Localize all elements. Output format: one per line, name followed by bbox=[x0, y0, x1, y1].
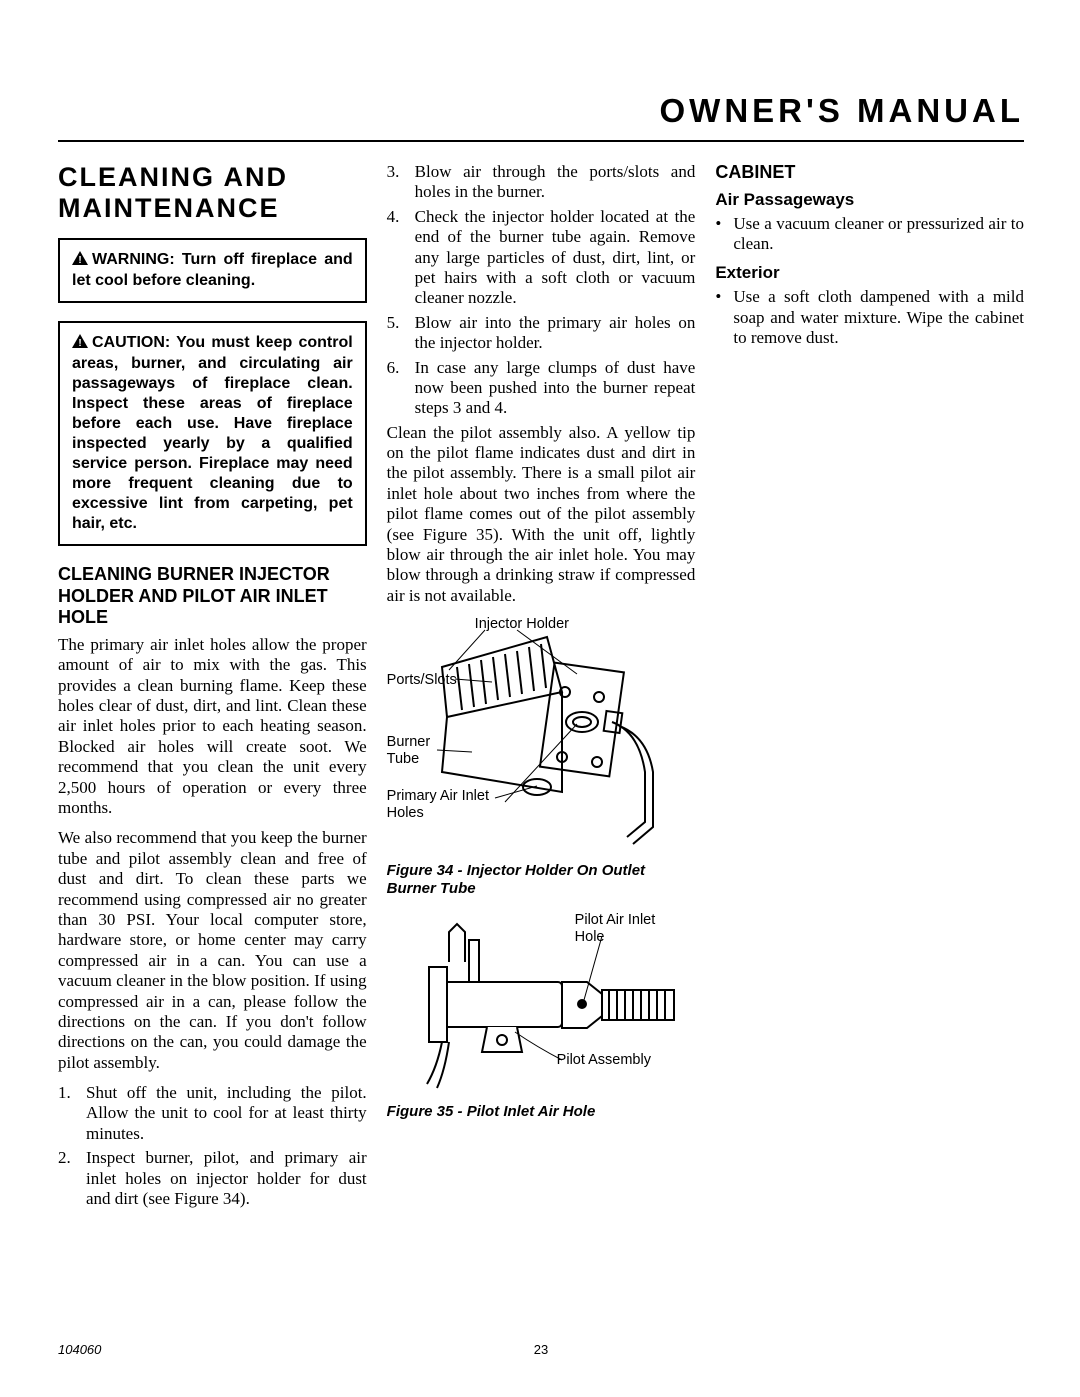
body-paragraph: Clean the pilot assembly also. A yellow … bbox=[387, 423, 696, 607]
warning-text: WARNING: Turn off fireplace and let cool… bbox=[72, 251, 353, 289]
step-text: Blow air through the ports/slots and hol… bbox=[415, 162, 696, 203]
figure-35: Pilot Air Inlet Hole Pilot Assembly bbox=[387, 912, 696, 1097]
air-passageways-list: Use a vacuum cleaner or pressurized air … bbox=[715, 214, 1024, 255]
header-rule bbox=[58, 140, 1024, 142]
list-item: Use a vacuum cleaner or pressurized air … bbox=[715, 214, 1024, 255]
column-2: Blow air through the ports/slots and hol… bbox=[387, 162, 696, 1327]
fig34-caption: Figure 34 - Injector Holder On Outlet Bu… bbox=[387, 862, 696, 898]
subheading-cleaning-burner: CLEANING BURNER INJECTOR HOLDER AND PILO… bbox=[58, 564, 367, 629]
figure-34: Injector Holder Ports/Slots Burner Tube … bbox=[387, 616, 696, 856]
page-footer: 104060 23 104060 bbox=[58, 1342, 1024, 1357]
body-paragraph: We also recommend that you keep the burn… bbox=[58, 828, 367, 1073]
caution-icon: ! bbox=[72, 334, 88, 354]
body-paragraph: The primary air inlet holes allow the pr… bbox=[58, 635, 367, 819]
step-item: Shut off the unit, including the pilot. … bbox=[58, 1083, 367, 1144]
column-3: CABINET Air Passageways Use a vacuum cle… bbox=[715, 162, 1024, 1327]
fig35-diagram bbox=[387, 912, 697, 1092]
steps-list-part2: Blow air through the ports/slots and hol… bbox=[387, 162, 696, 419]
footer-page-number: 23 bbox=[534, 1342, 548, 1357]
fig34-diagram bbox=[387, 622, 697, 852]
page-header-title: OWNER'S MANUAL bbox=[660, 92, 1025, 130]
step-item: Blow air through the ports/slots and hol… bbox=[387, 162, 696, 203]
warning-box: ! WARNING: Turn off fireplace and let co… bbox=[58, 238, 367, 303]
list-text: Use a vacuum cleaner or pressurized air … bbox=[733, 214, 1024, 255]
step-item: Blow air into the primary air holes on t… bbox=[387, 313, 696, 354]
caution-text: CAUTION: You must keep control areas, bu… bbox=[72, 334, 353, 532]
page-content: CLEANING AND MAINTENANCE ! WARNING: Turn… bbox=[58, 162, 1024, 1327]
svg-text:!: ! bbox=[78, 255, 81, 265]
fig35-caption: Figure 35 - Pilot Inlet Air Hole bbox=[387, 1103, 696, 1121]
step-item: Inspect burner, pilot, and primary air i… bbox=[58, 1148, 367, 1209]
step-text: Blow air into the primary air holes on t… bbox=[415, 313, 696, 354]
column-1: CLEANING AND MAINTENANCE ! WARNING: Turn… bbox=[58, 162, 367, 1327]
caution-box: ! CAUTION: You must keep control areas, … bbox=[58, 321, 367, 546]
subheading-air-passageways: Air Passageways bbox=[715, 190, 1024, 210]
steps-list-part1: Shut off the unit, including the pilot. … bbox=[58, 1083, 367, 1209]
warning-icon: ! bbox=[72, 251, 88, 271]
step-text: In case any large clumps of dust have no… bbox=[415, 358, 696, 419]
step-text: Shut off the unit, including the pilot. … bbox=[86, 1083, 367, 1144]
subheading-cabinet: CABINET bbox=[715, 162, 1024, 184]
footer-doc-id: 104060 bbox=[58, 1342, 101, 1357]
list-item: Use a soft cloth dampened with a mild so… bbox=[715, 287, 1024, 348]
list-text: Use a soft cloth dampened with a mild so… bbox=[733, 287, 1024, 348]
step-text: Check the injector holder located at the… bbox=[415, 207, 696, 309]
section-title: CLEANING AND MAINTENANCE bbox=[58, 162, 367, 224]
step-text: Inspect burner, pilot, and primary air i… bbox=[86, 1148, 367, 1209]
subheading-exterior: Exterior bbox=[715, 263, 1024, 283]
svg-text:!: ! bbox=[78, 338, 81, 348]
step-item: In case any large clumps of dust have no… bbox=[387, 358, 696, 419]
exterior-list: Use a soft cloth dampened with a mild so… bbox=[715, 287, 1024, 348]
step-item: Check the injector holder located at the… bbox=[387, 207, 696, 309]
